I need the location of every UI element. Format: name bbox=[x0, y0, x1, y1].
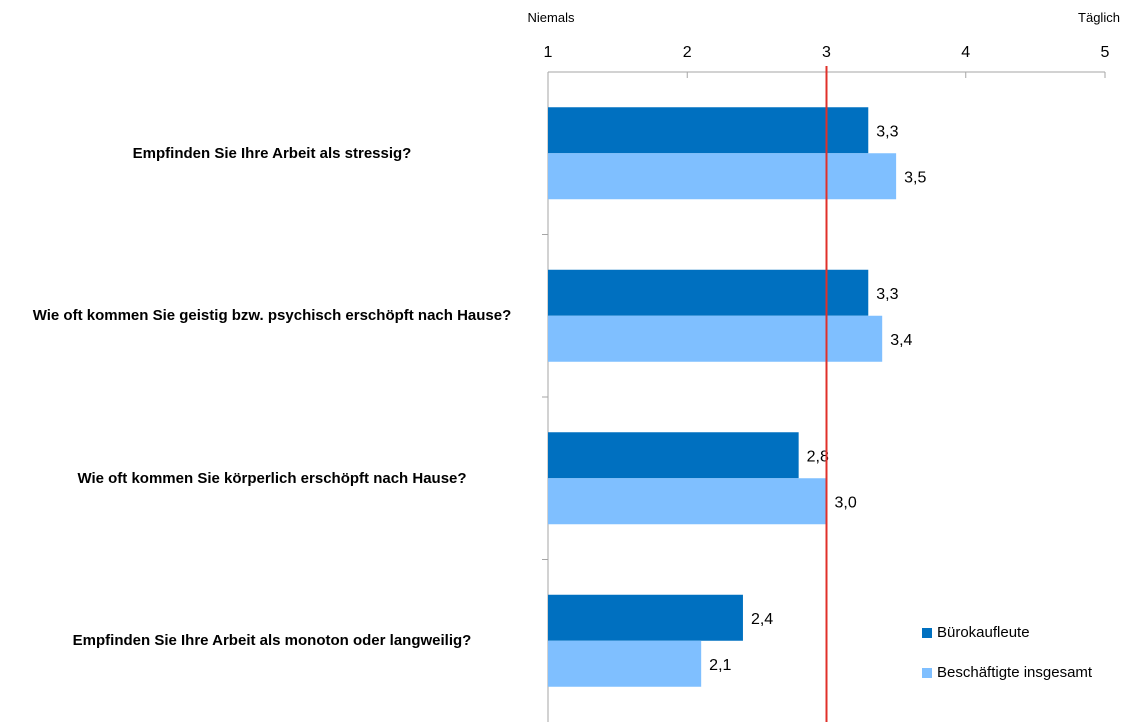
legend-label-buerokaufleute: Bürokaufleute bbox=[937, 624, 1030, 641]
data-label-s0-c3: 2,4 bbox=[751, 611, 773, 628]
scale-max-label: Täglich bbox=[1078, 10, 1120, 25]
scale-min-label: Niemals bbox=[528, 10, 575, 25]
bar-s1-c1 bbox=[548, 315, 883, 362]
category-label-0: Empfinden Sie Ihre Arbeit als stressig? bbox=[132, 144, 412, 162]
x-tick-label-5: 5 bbox=[1101, 44, 1110, 61]
x-tick-label-2: 2 bbox=[683, 44, 692, 61]
legend-swatch-buerokaufleute bbox=[922, 627, 932, 638]
data-label-s0-c0: 3,3 bbox=[876, 123, 898, 140]
category-label-1: Wie oft kommen Sie geistig bzw. psychisc… bbox=[32, 307, 512, 325]
legend-item-beschaeftigte: Beschäftigte insgesamt bbox=[922, 664, 1092, 681]
data-label-s1-c1: 3,4 bbox=[890, 332, 912, 349]
legend-swatch-beschaeftigte bbox=[922, 667, 932, 678]
x-tick-label-4: 4 bbox=[961, 44, 970, 61]
legend-item-buerokaufleute: Bürokaufleute bbox=[922, 624, 1030, 641]
x-tick-label-3: 3 bbox=[822, 44, 831, 61]
bar-s1-c3 bbox=[548, 640, 702, 687]
bar-s1-c0 bbox=[548, 153, 897, 200]
category-label-2: Wie oft kommen Sie körperlich erschöpft … bbox=[77, 469, 467, 487]
bar-s1-c2 bbox=[548, 478, 827, 525]
data-label-s1-c0: 3,5 bbox=[904, 169, 926, 186]
data-label-s0-c1: 3,3 bbox=[876, 286, 898, 303]
bar-s0-c3 bbox=[548, 594, 743, 641]
data-label-s1-c3: 2,1 bbox=[709, 657, 731, 674]
category-label-3: Empfinden Sie Ihre Arbeit als monoton od… bbox=[72, 632, 472, 650]
bar-s0-c1 bbox=[548, 269, 869, 316]
legend-label-beschaeftigte: Beschäftigte insgesamt bbox=[937, 664, 1093, 681]
bar-s0-c2 bbox=[548, 432, 799, 479]
data-label-s0-c2: 2,8 bbox=[807, 448, 829, 465]
data-label-s1-c2: 3,0 bbox=[835, 494, 857, 511]
x-tick-label-1: 1 bbox=[544, 44, 553, 61]
bar-s0-c0 bbox=[548, 107, 869, 154]
